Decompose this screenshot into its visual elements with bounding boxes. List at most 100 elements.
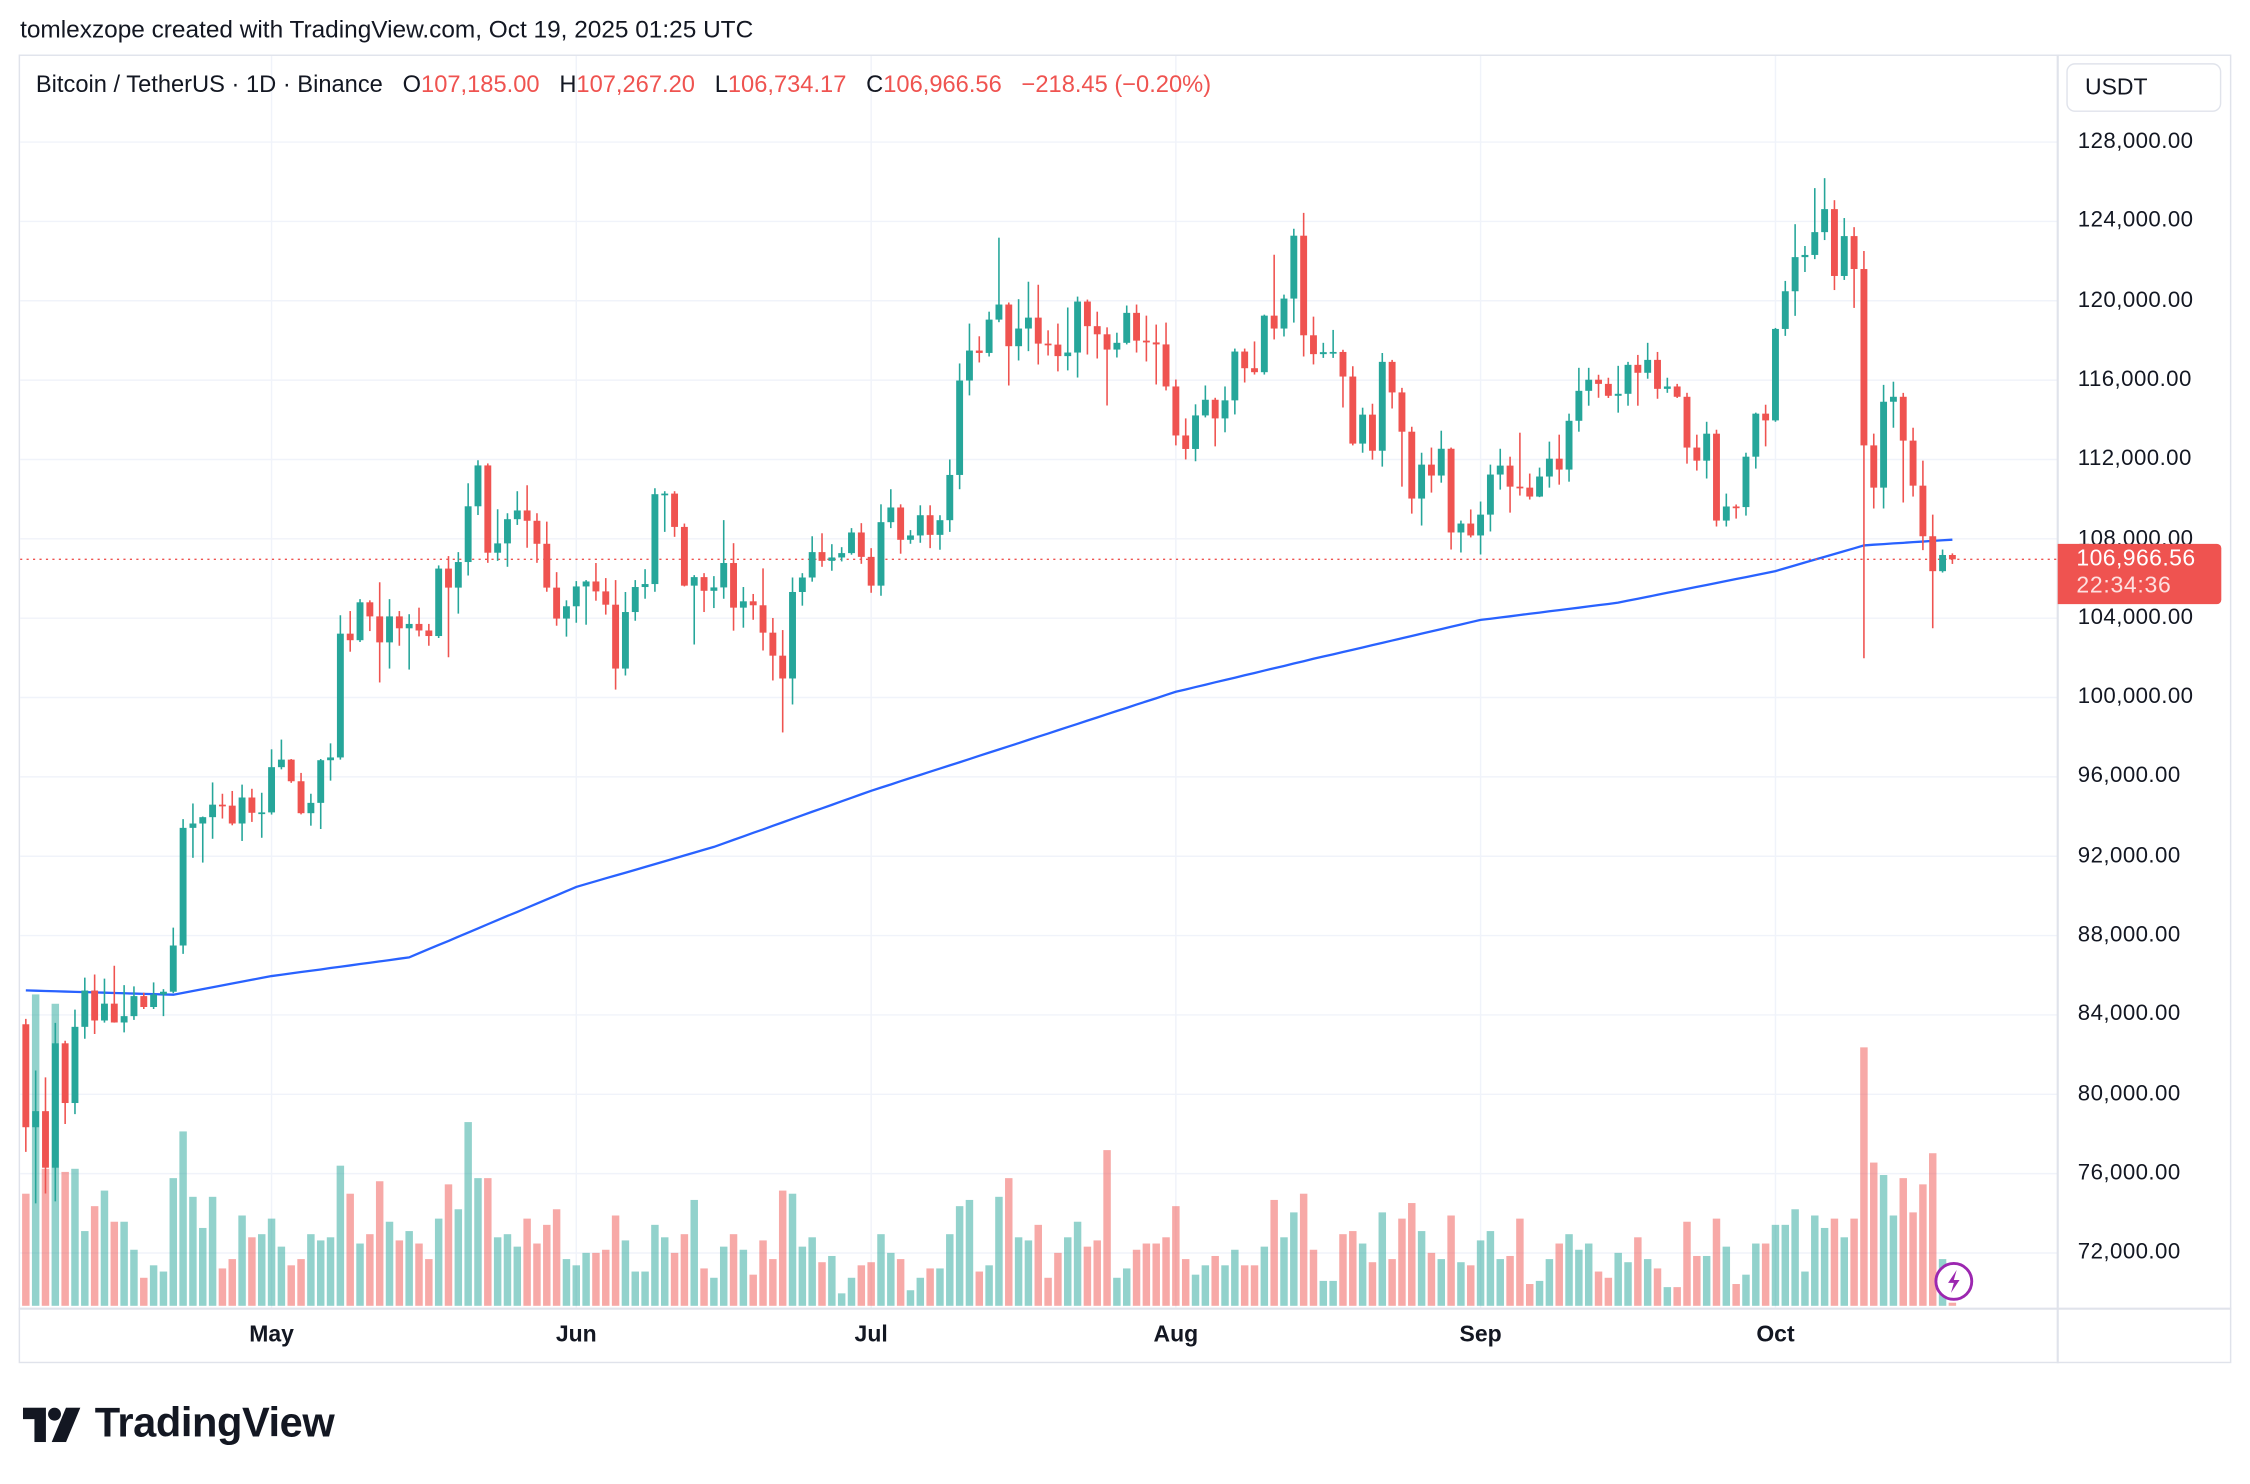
volume-bar [1024,1240,1033,1306]
volume-bar [1290,1212,1298,1306]
volume-bar [611,1215,620,1306]
volume-bar [1083,1246,1092,1306]
open-value: 107,185.00 [421,71,540,98]
last-price-value: 106,966.56 [2076,546,2196,571]
candle-body [779,655,787,679]
volume-bar [1329,1280,1337,1306]
candle-body [798,577,806,592]
volume-bar [1142,1243,1151,1306]
candle-body [1536,476,1544,497]
candle-body [1614,393,1622,396]
volume-bar [1752,1243,1760,1306]
volume-bar [405,1231,413,1306]
volume-bar [189,1196,197,1306]
candle-body [317,760,325,803]
volume-bar [287,1265,295,1306]
volume-bar [1221,1265,1229,1306]
price-tick-label: 92,000.00 [2077,843,2181,868]
volume-bar [1044,1277,1052,1306]
candle-body [1496,465,1504,475]
volume-bar [1624,1262,1632,1306]
candle-body [1280,298,1288,329]
volume-bar [1437,1259,1445,1306]
candle-body [1300,235,1308,336]
volume-bar [395,1240,404,1306]
volume-bar [248,1237,256,1306]
volume-bar [1398,1218,1406,1306]
candle-body [1241,351,1249,369]
volume-bar [208,1196,217,1306]
candle-body [1880,401,1888,488]
volume-bar [592,1252,600,1306]
candle-body [769,632,777,656]
candle-body [1152,342,1160,345]
volume-bar [808,1237,816,1306]
volume-bar [1683,1221,1691,1306]
volume-bar [533,1243,541,1306]
open-label: O [402,71,422,98]
volume-bar [1850,1218,1858,1306]
volume-bar [238,1215,246,1306]
candle-body [1378,361,1386,451]
volume-bar [228,1259,236,1306]
volume-bar [955,1206,964,1306]
volume-bar [1378,1212,1387,1306]
volume-bar [1319,1280,1328,1306]
volume-bar [847,1277,856,1306]
price-tick-label: 116,000.00 [2077,367,2192,392]
candle-body [32,1111,40,1128]
candle-body [1486,474,1494,515]
candle-body [1595,379,1602,384]
tradingview-logo[interactable]: TradingView [22,1401,335,1448]
candle-body [189,823,197,828]
volume-bar [1643,1259,1652,1306]
volume-bar [867,1262,875,1306]
volume-bar [719,1246,728,1306]
price-tick-label: 96,000.00 [2077,763,2181,789]
volume-bar [1457,1262,1465,1306]
volume-bar [1663,1287,1672,1306]
volume-bar [837,1293,846,1306]
volume-bar [1270,1199,1278,1306]
volume-bar [1781,1224,1790,1306]
candle-body [1290,235,1298,299]
candle-body [828,557,836,561]
candle-body [1221,400,1229,419]
candle-body [553,587,561,619]
volume-bar [1427,1252,1436,1306]
close-label: C [866,71,884,98]
lightning-icon[interactable] [1934,1262,1974,1301]
candle-body [1477,514,1485,536]
candle-body [1427,464,1435,476]
candle-body [1083,301,1091,327]
month-tick-label: Jun [555,1323,597,1348]
volume-bar [366,1234,374,1306]
symbol-title[interactable]: Bitcoin / TetherUS · 1D · Binance [35,71,383,98]
candle-body [1870,445,1878,488]
volume-bar [1388,1259,1396,1306]
volume-bar [316,1240,325,1306]
volume-bar [1034,1224,1042,1306]
volume-bar [1417,1231,1426,1306]
candle-body [1575,390,1583,421]
candle-body [1791,257,1799,292]
candle-body [268,767,276,813]
volume-bar [1250,1265,1259,1306]
candle-body [1270,315,1278,329]
volume-bar [513,1246,522,1306]
candle-body [946,474,954,521]
candle-body [1654,359,1661,389]
volume-bar [22,1193,30,1306]
candle-body [513,510,521,520]
candle-body [494,543,502,553]
volume-bar [1820,1227,1829,1306]
currency-button[interactable]: USDT [2066,63,2222,112]
candle-body [228,805,236,824]
volume-bar [857,1265,866,1306]
candle-body [1260,315,1268,373]
volume-bar [798,1246,807,1306]
candle-body [71,1026,79,1104]
price-tick-label: 128,000.00 [2077,129,2194,154]
candle-body [1398,392,1406,432]
